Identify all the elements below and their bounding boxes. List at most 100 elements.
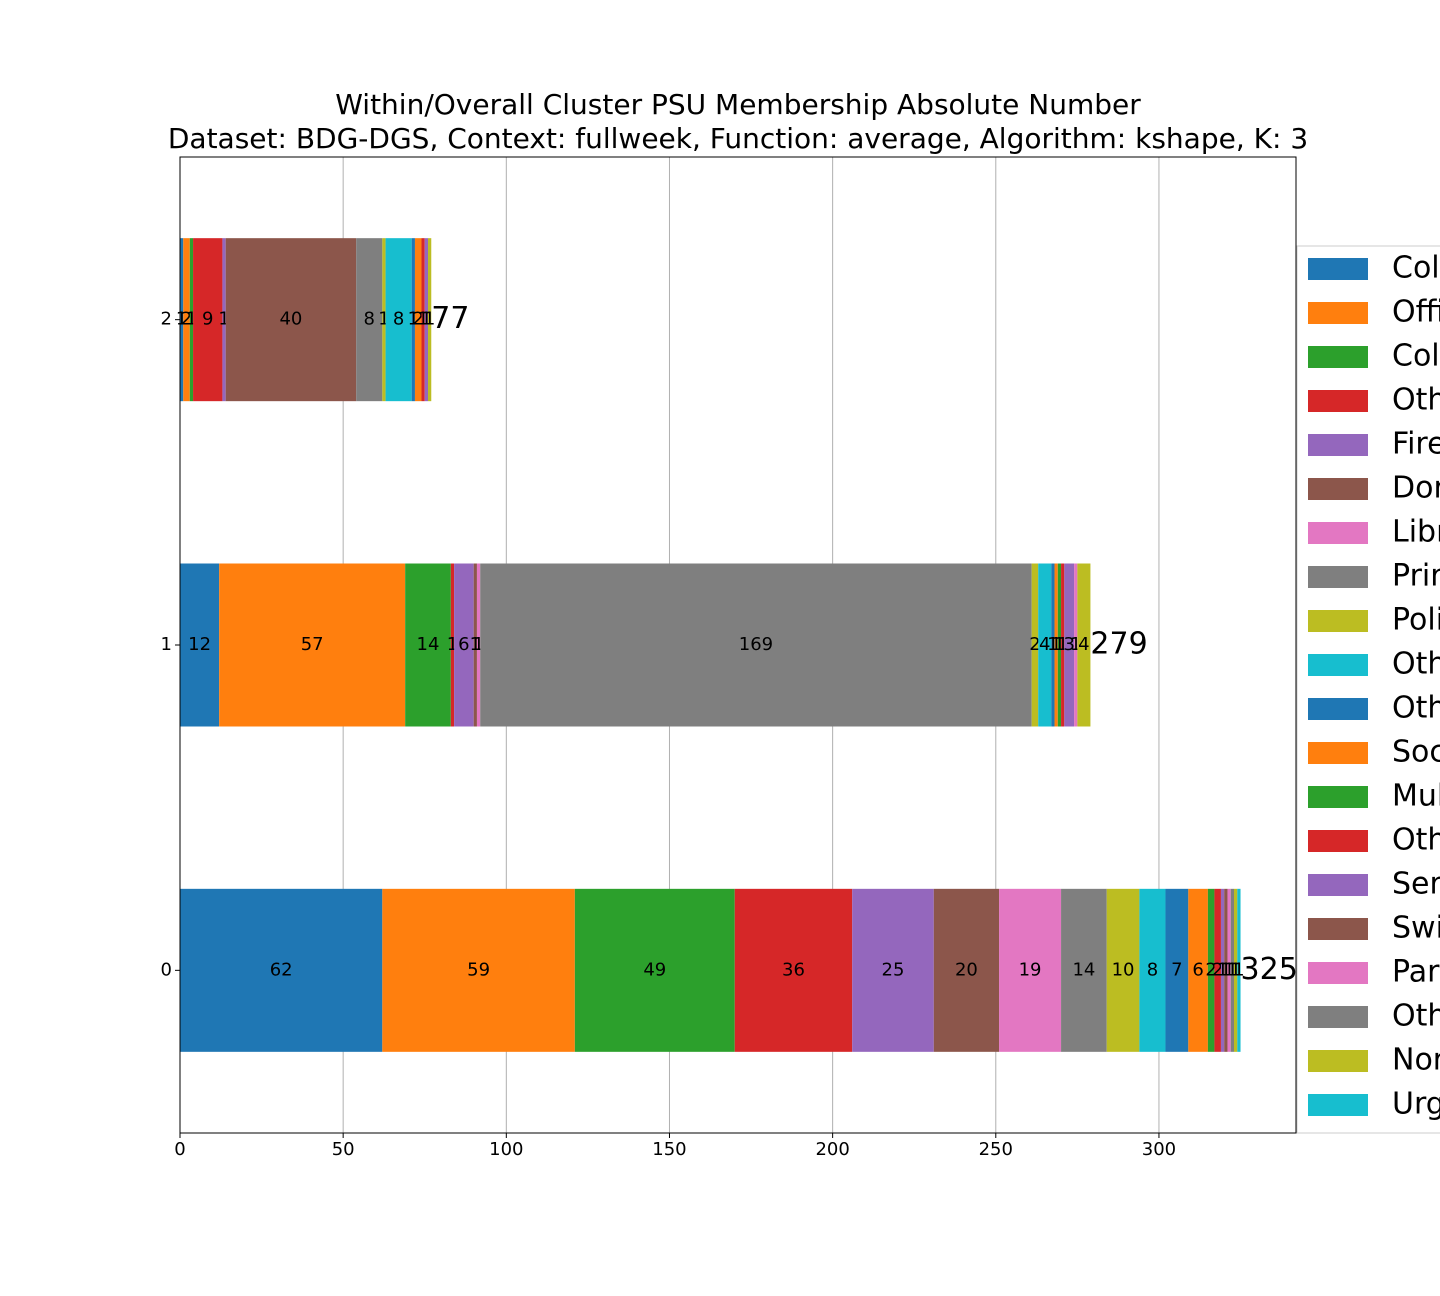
bar-segment [852, 888, 934, 1052]
bar-segment [1165, 888, 1189, 1052]
total-label: 279 [1090, 627, 1147, 662]
data-label: 2 [181, 309, 192, 330]
data-label: 1 [1054, 634, 1065, 655]
plot-frame [179, 156, 1297, 1134]
data-label: 1 [186, 309, 197, 330]
bar-segment [1230, 888, 1234, 1052]
bar-segment [180, 888, 383, 1052]
legend-label: Col [1392, 339, 1440, 374]
bar-segment [574, 888, 735, 1052]
bar-segment [933, 888, 1000, 1052]
x-tick-label: 200 [815, 1139, 849, 1160]
data-label: 1 [1050, 634, 1061, 655]
bar-segment [1139, 888, 1166, 1052]
data-label: 2 [1029, 634, 1040, 655]
bar-segment [1074, 563, 1078, 727]
legend-label: Libr [1392, 515, 1440, 550]
data-label: 14 [417, 634, 440, 655]
x-tick-label: 100 [489, 1139, 523, 1160]
y-tick-label: 1 [161, 634, 172, 655]
data-label: 10 [1112, 959, 1135, 980]
data-label: 8 [1147, 959, 1158, 980]
legend-swatch [1308, 962, 1368, 984]
data-label: 4 [1039, 634, 1050, 655]
legend-label: Oth [1392, 647, 1440, 682]
legend-label: Oth [1392, 999, 1440, 1034]
data-label: 1 [447, 634, 458, 655]
bar-segment [1064, 563, 1075, 727]
data-label: 1 [176, 309, 187, 330]
y-tick-label: 0 [161, 959, 172, 980]
data-label: 6 [458, 634, 469, 655]
legend-label: Par [1392, 955, 1440, 990]
legend-swatch [1308, 698, 1368, 720]
bar-segment [473, 563, 477, 727]
data-label: 1 [1217, 959, 1228, 980]
bar-segment [189, 238, 194, 402]
data-label: 49 [643, 959, 666, 980]
data-label: 25 [882, 959, 905, 980]
data-label: 1 [1220, 959, 1231, 980]
legend-swatch [1308, 566, 1368, 588]
data-label: 3 [1063, 634, 1074, 655]
legend-label: Oth [1392, 823, 1440, 858]
bar-segment [183, 238, 190, 402]
bar-segment [1207, 888, 1215, 1052]
legend-swatch [1308, 742, 1368, 764]
legend-swatch [1308, 258, 1368, 280]
bar-segment [222, 238, 226, 402]
x-tick-label: 150 [652, 1139, 686, 1160]
x-tick-label: 0 [174, 1139, 185, 1160]
bar-segment [414, 238, 422, 402]
data-label: 7 [1171, 959, 1182, 980]
legend-swatch [1308, 434, 1368, 456]
data-label: 1 [1230, 959, 1241, 980]
bar-segment [1214, 888, 1221, 1052]
bar-segment [1234, 888, 1238, 1052]
data-label: 4 [1078, 634, 1089, 655]
bar-segment [734, 888, 853, 1052]
bar-segment [1061, 563, 1065, 727]
legend-label: Ser [1392, 867, 1440, 902]
legend-label: Poli [1392, 603, 1440, 638]
data-label: 1 [470, 634, 481, 655]
legend-label: Oth [1392, 691, 1440, 726]
bar-segment [382, 238, 386, 402]
data-label: 2 [1212, 959, 1223, 980]
legend-box [1296, 245, 1440, 1134]
data-label: 1 [1057, 634, 1068, 655]
bar-segment [450, 563, 455, 727]
data-label: 1 [473, 634, 484, 655]
data-label: 1 [1233, 959, 1244, 980]
bar-segment [180, 238, 184, 402]
data-label: 2 [412, 309, 423, 330]
legend-swatch [1308, 390, 1368, 412]
data-label: 6 [1192, 959, 1203, 980]
bar-segment [1054, 563, 1058, 727]
data-label: 36 [782, 959, 805, 980]
data-label: 1 [378, 309, 389, 330]
total-label: 325 [1241, 952, 1298, 987]
legend-swatch [1308, 302, 1368, 324]
data-label: 57 [301, 634, 324, 655]
data-label: 8 [364, 309, 375, 330]
bar-segment [1227, 888, 1231, 1052]
bar-segment [193, 238, 223, 402]
bar-segment [385, 238, 412, 402]
legend-swatch [1308, 1050, 1368, 1072]
bar-segment [1188, 888, 1208, 1052]
legend-swatch [1308, 1094, 1368, 1116]
legend-label: Urg [1392, 1087, 1440, 1122]
legend-label: Col [1392, 251, 1440, 286]
legend-swatch [1308, 1006, 1368, 1028]
legend-swatch [1308, 654, 1368, 676]
data-label: 1 [421, 309, 432, 330]
bar-segment [411, 238, 415, 402]
bar-segment [999, 888, 1062, 1052]
bar-segment [225, 238, 357, 402]
bar-segment [1061, 888, 1107, 1052]
bar-segment [1220, 888, 1225, 1052]
bar-segment [219, 563, 406, 727]
